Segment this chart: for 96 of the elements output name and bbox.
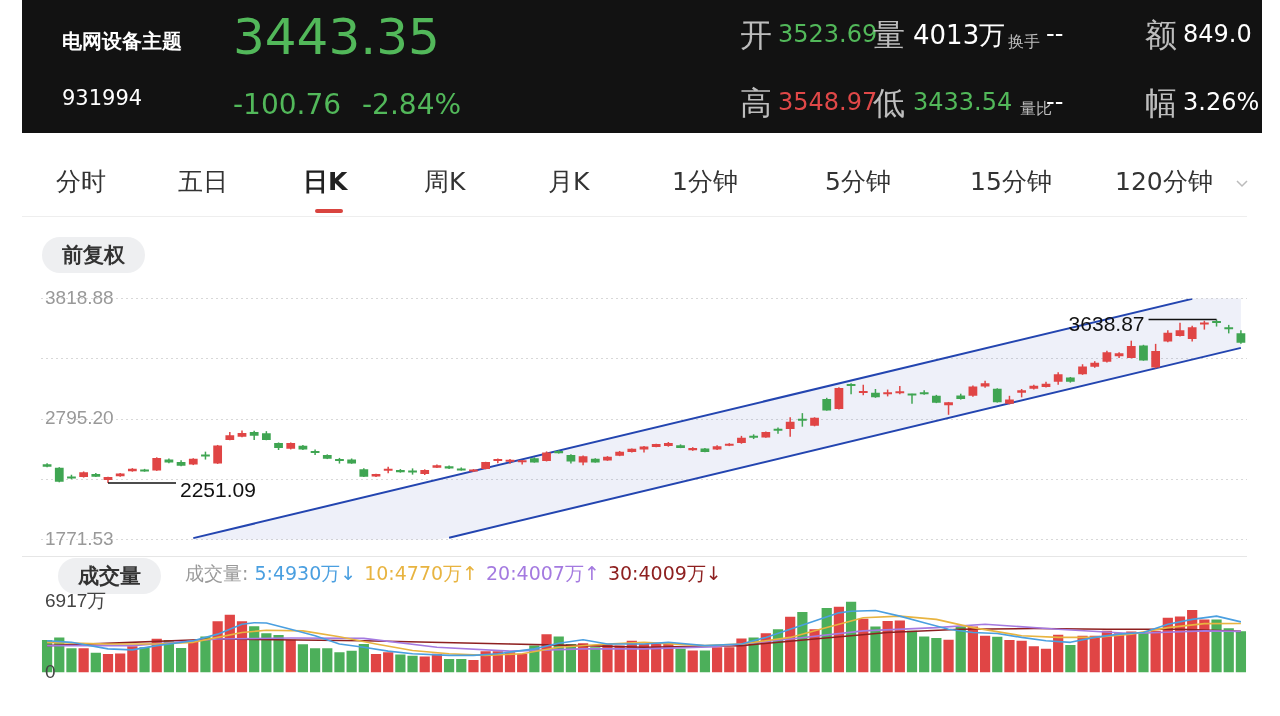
text: 3443.35: [233, 8, 440, 66]
text: 3433.54: [913, 88, 1013, 116]
text: 120分钟: [1115, 166, 1213, 198]
bar: [346, 650, 357, 673]
bar: [383, 652, 394, 673]
bar: [1223, 628, 1234, 673]
bar: [699, 650, 711, 673]
y-tick-label: 1771.53: [45, 527, 114, 549]
bar: [870, 626, 881, 673]
bar: [894, 620, 905, 673]
text: -100.76: [233, 88, 342, 121]
text: 高: [740, 83, 772, 124]
text: 日K: [303, 166, 348, 198]
text: 15分钟: [970, 166, 1052, 198]
text: 开: [740, 15, 772, 56]
text: --: [1046, 20, 1064, 48]
bar: [675, 648, 686, 673]
candlestick: [1151, 343, 1161, 370]
chart-title: 前复权: [42, 237, 145, 273]
text: -2.84%: [362, 88, 462, 121]
bar: [273, 635, 284, 673]
bar: [1235, 631, 1247, 673]
candlestick: [834, 386, 844, 411]
bar: [102, 654, 114, 673]
y-tick-label: 3818.88: [45, 286, 114, 308]
text: 849.0: [1183, 20, 1252, 48]
bar: [711, 647, 723, 673]
text: 10:4770万↑: [364, 562, 479, 584]
bar: [1016, 640, 1027, 673]
bar: [736, 638, 747, 673]
bar: [261, 633, 272, 673]
bar: [309, 648, 321, 673]
bar: [1004, 640, 1015, 673]
text: 931994: [62, 86, 143, 110]
text: 20:4007万↑: [486, 562, 600, 584]
bar: [322, 648, 333, 673]
bar: [1138, 632, 1149, 673]
chart-title: 成交量: [78, 564, 141, 588]
bar: [1028, 646, 1039, 673]
text: 换手: [1008, 32, 1040, 53]
bar: [1113, 633, 1125, 673]
bar: [395, 654, 406, 673]
bar: [443, 659, 455, 673]
text: 电网设备主题: [62, 28, 182, 55]
bar: [687, 650, 698, 673]
bar: [931, 638, 942, 673]
text: 1分钟: [672, 166, 738, 198]
bar: [1040, 648, 1052, 673]
bar: [1150, 630, 1161, 673]
bar: [1077, 635, 1088, 673]
bar: [407, 655, 418, 673]
text: 五日: [178, 166, 228, 198]
bar: [919, 636, 930, 673]
bar: [456, 659, 467, 673]
text: 5分钟: [825, 166, 891, 198]
text: 分时: [56, 166, 106, 198]
text: 5:4930万↓: [254, 562, 357, 584]
bar: [90, 652, 101, 673]
bar: [139, 647, 150, 673]
bar: [517, 653, 528, 673]
candlestick: [785, 416, 795, 438]
text: 额: [1145, 15, 1177, 56]
bar: [115, 653, 126, 673]
bar: [334, 652, 345, 673]
bar: [1065, 644, 1076, 673]
text: 3.26%: [1183, 88, 1260, 116]
bar: [358, 643, 369, 673]
candlestick: [895, 385, 905, 396]
bar: [1089, 635, 1100, 673]
bar: [992, 636, 1003, 673]
bar: [78, 648, 89, 673]
bar: [127, 646, 138, 673]
y-tick-label: 6917万: [45, 589, 107, 611]
bar: [419, 656, 430, 673]
bar: [882, 621, 893, 673]
bar: [285, 639, 296, 673]
bar: [468, 660, 479, 673]
bar: [943, 639, 954, 673]
bar: [979, 635, 991, 673]
bar: [724, 647, 735, 673]
y-tick-label: 2795.20: [45, 407, 114, 429]
legend-title: 成交量:: [185, 562, 249, 584]
text: 幅: [1145, 83, 1177, 124]
bar: [858, 618, 869, 673]
text: 4013万: [913, 19, 1006, 52]
bar: [200, 636, 211, 673]
bar: [906, 630, 918, 673]
bar: [370, 654, 382, 673]
bar: [297, 644, 309, 673]
annotation: 2251.09: [180, 477, 256, 501]
bar: [1211, 619, 1222, 673]
text: 周K: [424, 166, 466, 198]
text: 月K: [548, 166, 590, 198]
bar: [66, 648, 77, 673]
text: 30:4009万↓: [607, 562, 722, 584]
bar: [175, 647, 187, 673]
